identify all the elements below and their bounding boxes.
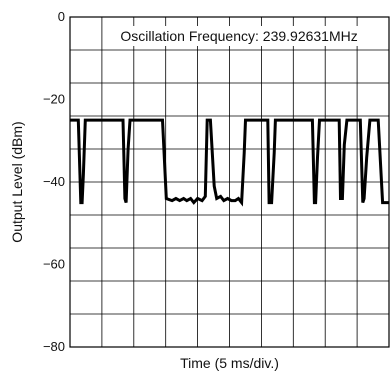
x-axis-label: Time (5 ms/div.) <box>180 355 279 371</box>
y-tick-label: 0 <box>58 9 65 24</box>
chart-title: Oscillation Frequency: 239.92631MHz <box>120 28 357 44</box>
y-axis-label: Output Level (dBm) <box>9 121 25 242</box>
y-tick-label: −60 <box>43 257 65 272</box>
y-tick-label: −20 <box>43 92 65 107</box>
y-tick-label: −40 <box>43 174 65 189</box>
y-tick-label: −80 <box>43 339 65 354</box>
plot-frame <box>69 16 390 348</box>
signal-trace <box>70 118 389 207</box>
y-tick-labels: 0 −20 −40 −60 −80 <box>43 9 65 354</box>
chart-title-background <box>105 26 374 46</box>
grid-lines <box>70 17 389 347</box>
